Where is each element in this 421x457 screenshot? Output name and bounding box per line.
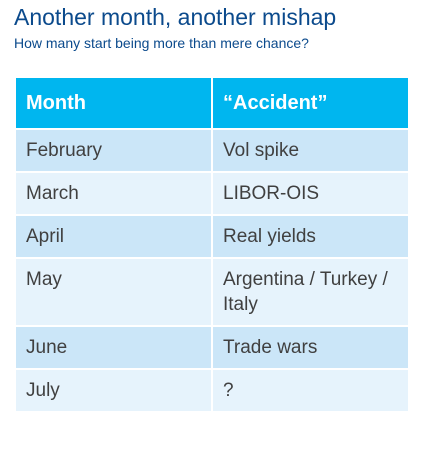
accident-cell: Vol spike: [211, 128, 410, 173]
accident-cell: Real yields: [211, 214, 410, 259]
table-row: April Real yields: [14, 214, 410, 259]
page-title: Another month, another mishap: [14, 4, 337, 30]
column-header-month: Month: [14, 76, 213, 130]
page-subtitle: How many start being more than mere chan…: [14, 35, 309, 51]
month-cell: June: [14, 325, 213, 370]
month-cell: May: [14, 257, 213, 327]
table-row: March LIBOR-OIS: [14, 171, 410, 216]
table-row: February Vol spike: [14, 128, 410, 173]
accident-cell: Argentina / Turkey / Italy: [211, 257, 410, 327]
month-cell: July: [14, 368, 213, 413]
accident-cell: ?: [211, 368, 410, 413]
accident-cell: LIBOR-OIS: [211, 171, 410, 216]
month-cell: February: [14, 128, 213, 173]
table-row: June Trade wars: [14, 325, 410, 370]
table-row: May Argentina / Turkey / Italy: [14, 257, 410, 327]
table-header-row: Month “Accident”: [14, 76, 410, 130]
month-cell: April: [14, 214, 213, 259]
column-header-accident: “Accident”: [211, 76, 410, 130]
accident-table: Month “Accident” February Vol spike Marc…: [14, 76, 410, 413]
table-row: July ?: [14, 368, 410, 413]
month-cell: March: [14, 171, 213, 216]
accident-cell: Trade wars: [211, 325, 410, 370]
